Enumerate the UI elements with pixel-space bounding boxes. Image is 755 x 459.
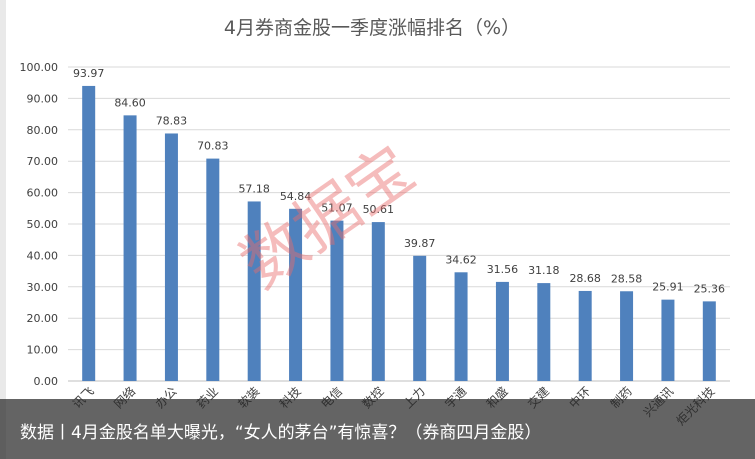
- data-label: 39.87: [404, 237, 436, 250]
- caption-bar: [0, 399, 755, 459]
- bar: [454, 272, 468, 381]
- bar: [371, 222, 385, 381]
- gridlines: [68, 66, 730, 382]
- data-label: 25.91: [652, 281, 684, 294]
- data-label: 28.68: [569, 272, 601, 285]
- bar: [289, 208, 303, 381]
- y-tick-label: 60.00: [27, 187, 59, 200]
- data-label: 57.18: [238, 182, 270, 195]
- bar: [330, 220, 344, 381]
- bar: [206, 158, 220, 381]
- y-tick-label: 90.00: [27, 92, 59, 105]
- data-labels: 93.97 84.60 78.83 70.83 57.18 54.84 51.07 50.61…: [73, 67, 725, 295]
- bar: [123, 115, 137, 381]
- bar: [82, 85, 96, 381]
- data-label: 34.62: [445, 253, 477, 266]
- y-tick-label: 70.00: [27, 155, 59, 168]
- data-label: 54.84: [280, 190, 312, 203]
- bar: [413, 255, 427, 381]
- data-label: 70.83: [197, 140, 229, 153]
- data-label: 84.60: [114, 96, 146, 109]
- bar: [578, 290, 592, 381]
- data-label: 78.83: [156, 114, 188, 127]
- y-axis-ticks: 0.00 10.00 20.00 30.00 40.00 50.00 60.00 70.00 8…: [20, 61, 59, 388]
- y-tick-label: 40.00: [27, 249, 59, 262]
- y-tick-label: 80.00: [27, 124, 59, 137]
- data-label: 31.56: [487, 263, 519, 276]
- y-tick-label: 10.00: [27, 344, 59, 357]
- chart-title: 4月券商金股一季度涨幅排名（%）: [224, 17, 520, 39]
- data-label: 51.07: [321, 202, 353, 215]
- data-label: 28.58: [611, 272, 643, 285]
- data-label: 31.18: [528, 264, 560, 277]
- y-tick-label: 50.00: [27, 218, 59, 231]
- bar: [495, 281, 509, 381]
- bar: [661, 299, 675, 381]
- bars: [82, 85, 716, 381]
- bar: [164, 133, 178, 381]
- y-tick-label: 100.00: [20, 61, 59, 74]
- bar: [247, 201, 261, 381]
- bar: [620, 291, 634, 381]
- data-label: 25.36: [694, 282, 726, 295]
- bar: [537, 283, 551, 381]
- y-tick-label: 30.00: [27, 281, 59, 294]
- bar: [702, 301, 716, 381]
- caption-text: 数据丨4月金股名单大曝光，“女人的茅台”有惊喜？（券商四月金股）: [20, 423, 542, 443]
- data-label: 93.97: [73, 67, 105, 80]
- y-tick-label: 20.00: [27, 312, 59, 325]
- y-tick-label: 0.00: [34, 375, 59, 388]
- data-label: 50.61: [363, 203, 395, 216]
